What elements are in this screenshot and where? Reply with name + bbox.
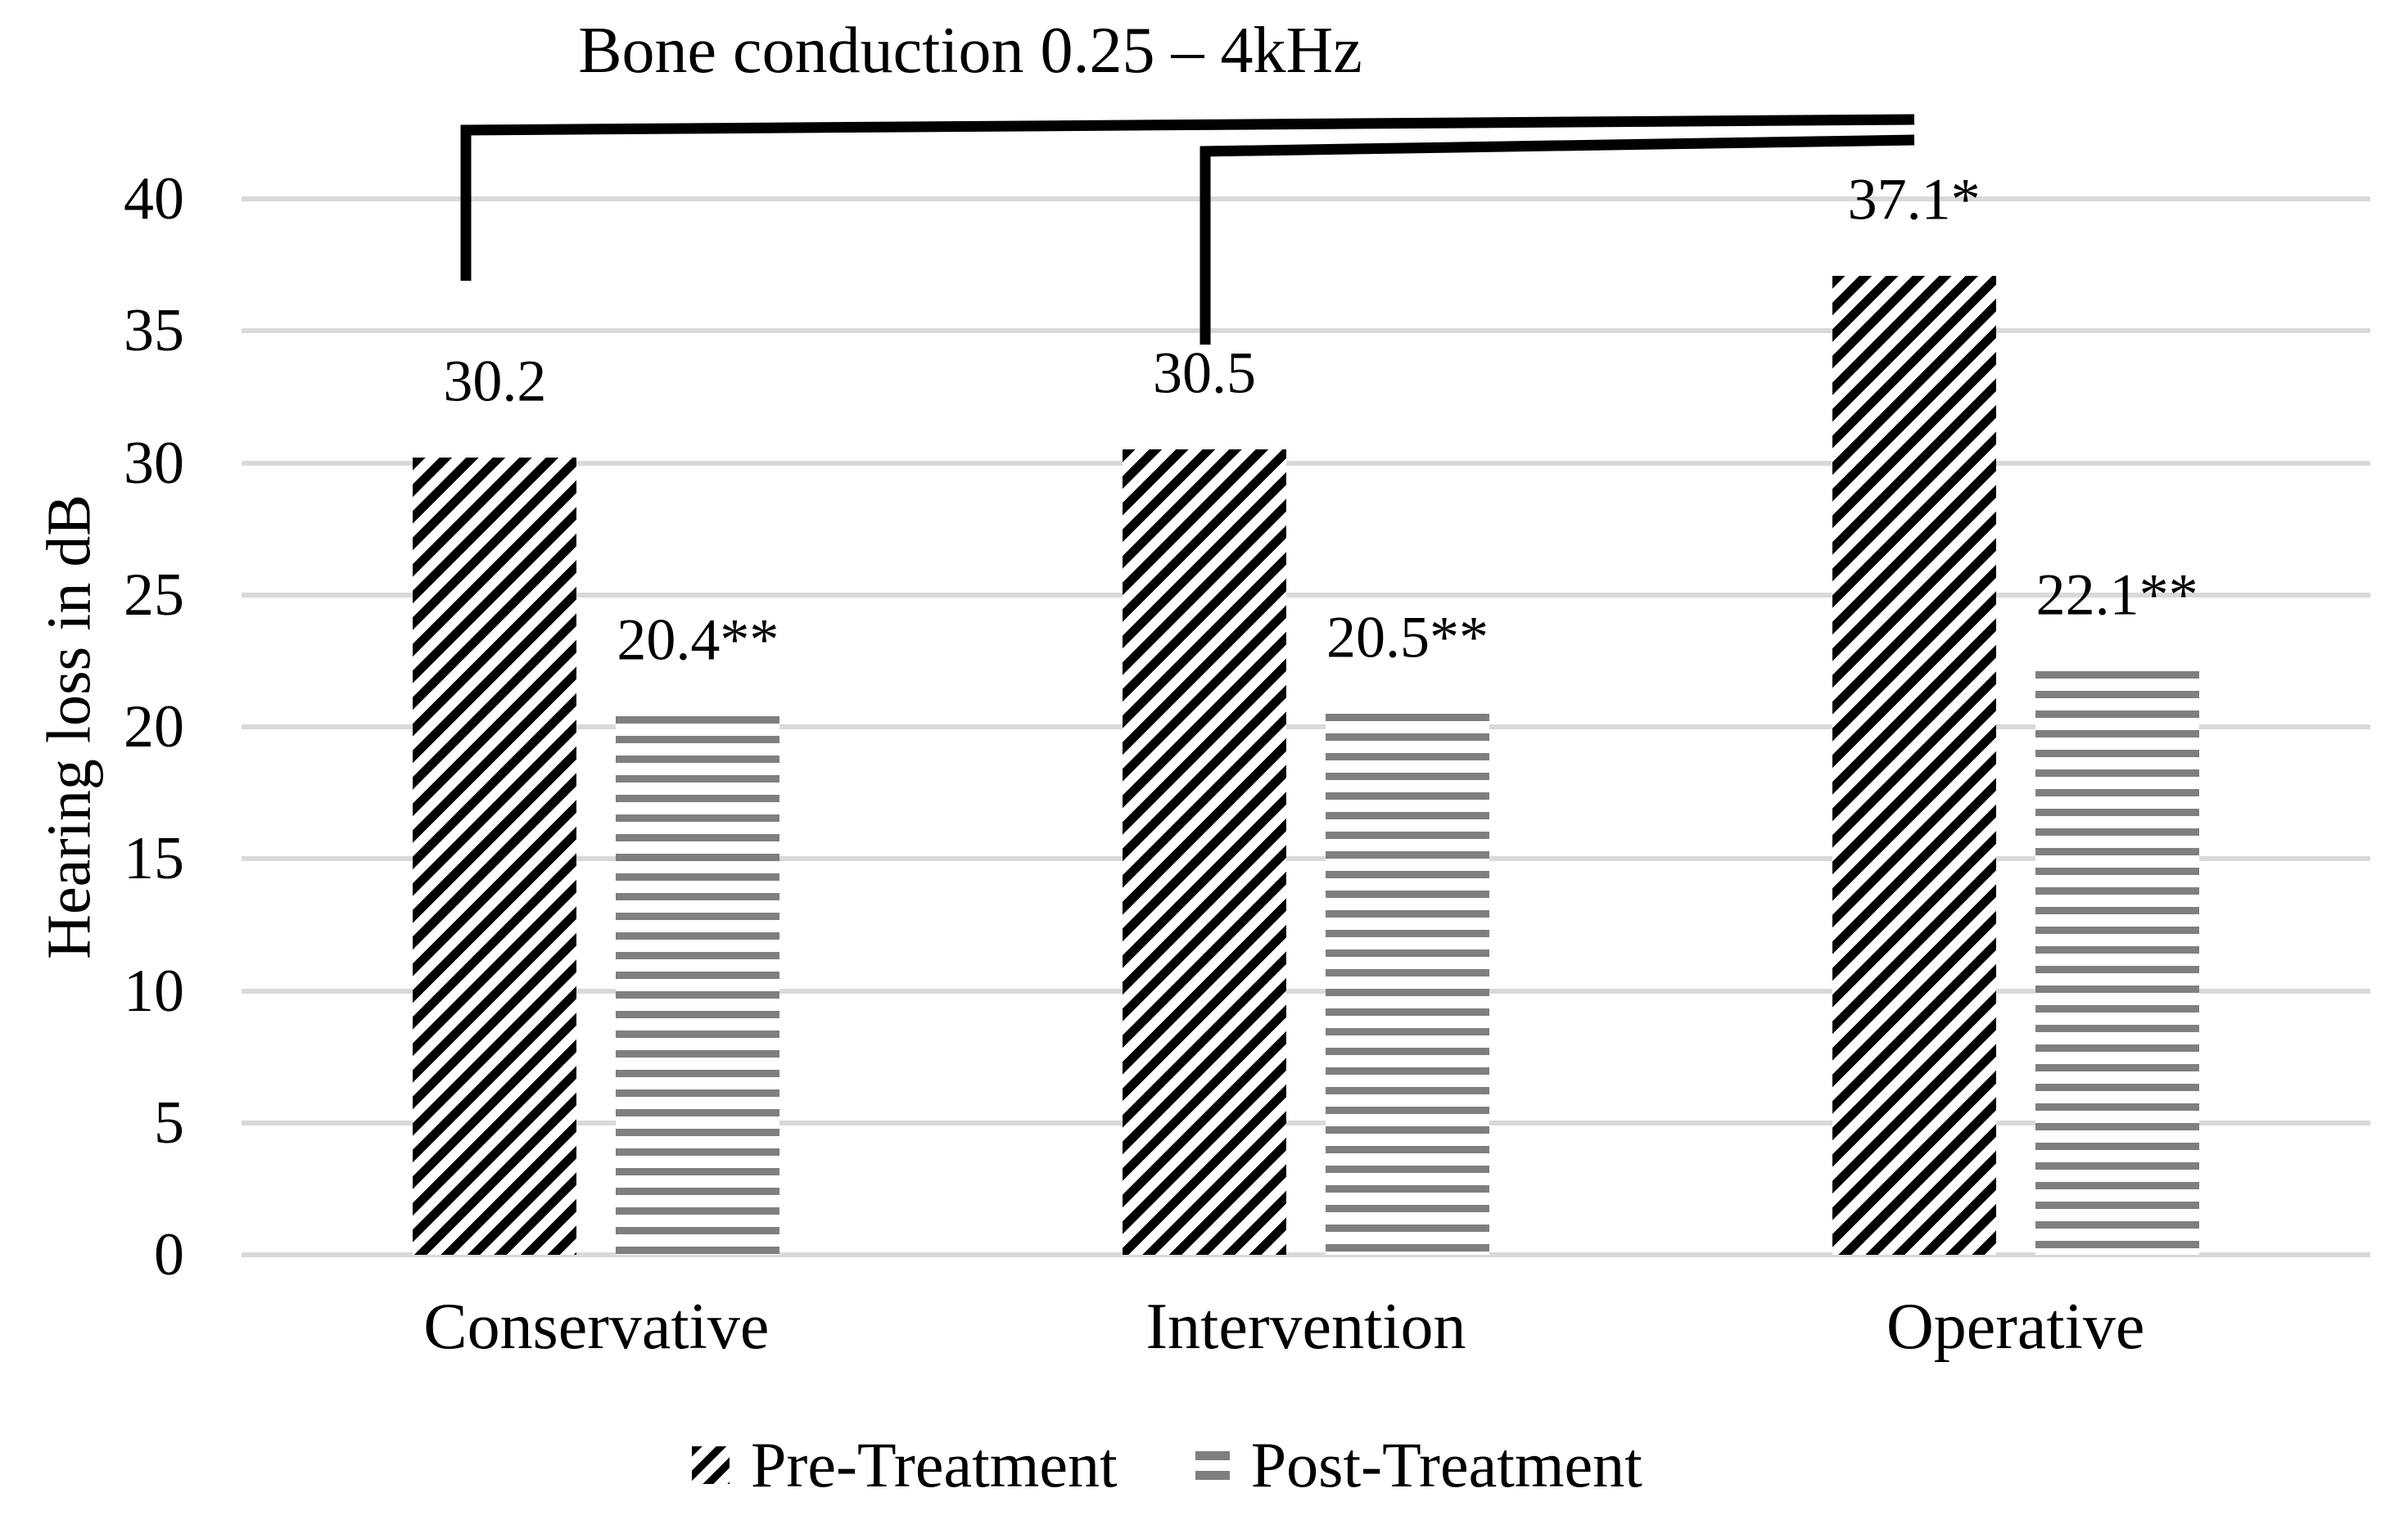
bar-pre-treatment-intervention bbox=[1123, 449, 1286, 1255]
value-label-post-treatment-operative: 22.1** bbox=[2035, 562, 2198, 628]
value-label-post-treatment-conservative: 20.4** bbox=[617, 607, 779, 673]
y-tick-label-40: 40 bbox=[124, 165, 184, 232]
gridline-y-30 bbox=[242, 460, 2370, 466]
y-tick-label-15: 15 bbox=[124, 825, 184, 893]
y-tick-label-35: 35 bbox=[124, 297, 184, 365]
bracket-conservative-operative-horizontal-line bbox=[460, 114, 1915, 136]
gridline-y-40 bbox=[242, 196, 2370, 201]
x-axis-label-intervention: Intervention bbox=[1145, 1291, 1466, 1363]
legend: Pre-Treatment Post-Treatment bbox=[692, 1428, 1642, 1503]
chart-annotation-title: Bone conduction 0.25 – 4kHz bbox=[578, 15, 1362, 87]
bar-pre-treatment-conservative bbox=[413, 458, 577, 1255]
legend-label-post-treatment: Post-Treatment bbox=[1250, 1429, 1642, 1500]
value-label-post-treatment-intervention: 20.5** bbox=[1326, 604, 1489, 670]
legend-item-post-treatment: Post-Treatment bbox=[1195, 1428, 1642, 1503]
gridline-y-20 bbox=[242, 724, 2370, 729]
value-label-pre-treatment-operative: 37.1* bbox=[1847, 166, 1981, 232]
y-tick-label-25: 25 bbox=[124, 561, 184, 629]
gridline-y-0 bbox=[242, 1252, 2370, 1257]
y-tick-label-0: 0 bbox=[154, 1221, 184, 1288]
y-tick-label-20: 20 bbox=[124, 693, 184, 760]
value-label-pre-treatment-intervention: 30.5 bbox=[1153, 340, 1256, 406]
y-tick-label-10: 10 bbox=[124, 957, 184, 1025]
gridline-y-35 bbox=[242, 328, 2370, 334]
x-axis-label-operative: Operative bbox=[1886, 1291, 2145, 1363]
y-tick-label-30: 30 bbox=[124, 429, 184, 497]
x-axis-label-conservative: Conservative bbox=[423, 1291, 770, 1363]
post-treatment-lines-swatch-icon bbox=[1195, 1450, 1230, 1480]
bar-post-treatment-intervention bbox=[1326, 713, 1489, 1255]
bracket-intervention-operative-horizontal-line bbox=[1199, 134, 1915, 157]
gridline-y-25 bbox=[242, 592, 2370, 598]
legend-item-pre-treatment: Pre-Treatment bbox=[692, 1428, 1118, 1503]
pre-treatment-hatch-swatch-icon bbox=[692, 1446, 730, 1484]
y-tick-label-5: 5 bbox=[154, 1089, 184, 1157]
bar-post-treatment-operative bbox=[2035, 671, 2199, 1255]
bar-pre-treatment-operative bbox=[1832, 275, 1996, 1255]
value-label-pre-treatment-conservative: 30.2 bbox=[443, 348, 547, 414]
gridline-y-15 bbox=[242, 856, 2370, 862]
legend-label-pre-treatment: Pre-Treatment bbox=[751, 1429, 1118, 1500]
bar-post-treatment-conservative bbox=[616, 716, 780, 1255]
gridline-y-10 bbox=[242, 988, 2370, 994]
gridline-y-5 bbox=[242, 1120, 2370, 1125]
